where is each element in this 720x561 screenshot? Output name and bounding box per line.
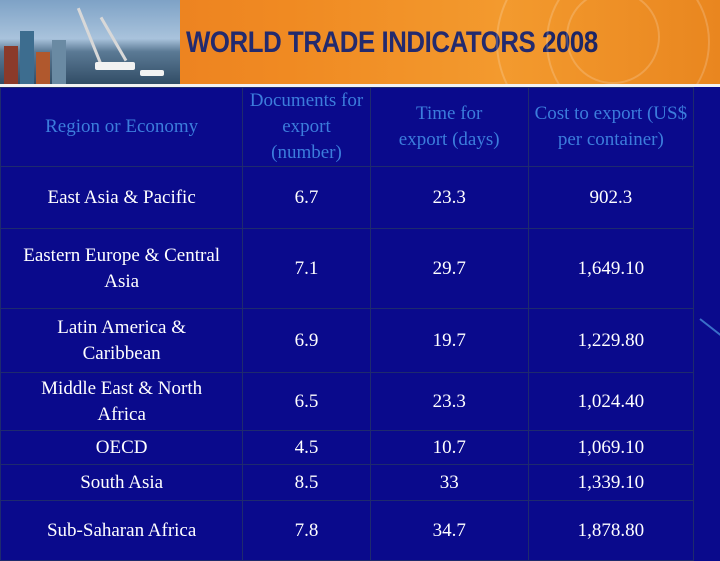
cost-cell: 1,339.10 [527, 464, 695, 501]
globe-decoration [546, 0, 710, 86]
time-cell: 23.3 [369, 166, 529, 229]
documents-cell: 6.9 [242, 308, 371, 373]
table-row: Eastern Europe & Central Asia 7.1 29.7 1… [0, 228, 695, 309]
time-cell: 10.7 [369, 430, 529, 465]
decorative-line [699, 318, 720, 345]
table-row: Middle East & North Africa 6.5 23.3 1,02… [0, 372, 695, 431]
column-header: Region or Economy [0, 87, 244, 167]
time-cell: 34.7 [369, 500, 529, 561]
documents-cell: 6.7 [242, 166, 371, 229]
documents-cell: 4.5 [242, 430, 371, 465]
region-cell: East Asia & Pacific [0, 166, 244, 229]
cost-cell: 1,229.80 [527, 308, 695, 373]
documents-cell: 8.5 [242, 464, 371, 501]
region-cell: Middle East & North Africa [0, 372, 244, 431]
documents-cell: 6.5 [242, 372, 371, 431]
table-row: OECD 4.5 10.7 1,069.10 [0, 430, 695, 465]
documents-cell: 7.8 [242, 500, 371, 561]
globe-decoration [566, 0, 660, 84]
header-banner: WORLD TRADE INDICATORS 2008 [0, 0, 720, 86]
port-photo [0, 0, 180, 86]
banner-divider [0, 84, 720, 87]
table-row: South Asia 8.5 33 1,339.10 [0, 464, 695, 501]
time-cell: 33 [369, 464, 529, 501]
region-cell: OECD [0, 430, 244, 465]
cost-cell: 902.3 [527, 166, 695, 229]
time-cell: 19.7 [369, 308, 529, 373]
time-cell: 23.3 [369, 372, 529, 431]
region-cell: South Asia [0, 464, 244, 501]
documents-cell: 7.1 [242, 228, 371, 309]
table-header-row: Region or Economy Documents for export (… [0, 87, 695, 167]
time-cell: 29.7 [369, 228, 529, 309]
globe-decoration [496, 0, 720, 86]
region-cell: Eastern Europe & Central Asia [0, 228, 244, 309]
cost-cell: 1,878.80 [527, 500, 695, 561]
region-cell: Sub-Saharan Africa [0, 500, 244, 561]
cost-cell: 1,024.40 [527, 372, 695, 431]
column-header: Documents for export (number) [242, 87, 371, 167]
table-row: Latin America & Caribbean 6.9 19.7 1,229… [0, 308, 695, 373]
table-row: East Asia & Pacific 6.7 23.3 902.3 [0, 166, 695, 229]
column-header: Cost to export (US$ per container) [527, 87, 695, 167]
cost-cell: 1,069.10 [527, 430, 695, 465]
cost-cell: 1,649.10 [527, 228, 695, 309]
table-row: Sub-Saharan Africa 7.8 34.7 1,878.80 [0, 500, 695, 561]
column-header: Time for export (days) [369, 87, 529, 167]
trade-indicators-table: Region or Economy Documents for export (… [0, 87, 695, 561]
region-cell: Latin America & Caribbean [0, 308, 244, 373]
banner-title-text: WORLD TRADE INDICATORS [186, 26, 536, 59]
